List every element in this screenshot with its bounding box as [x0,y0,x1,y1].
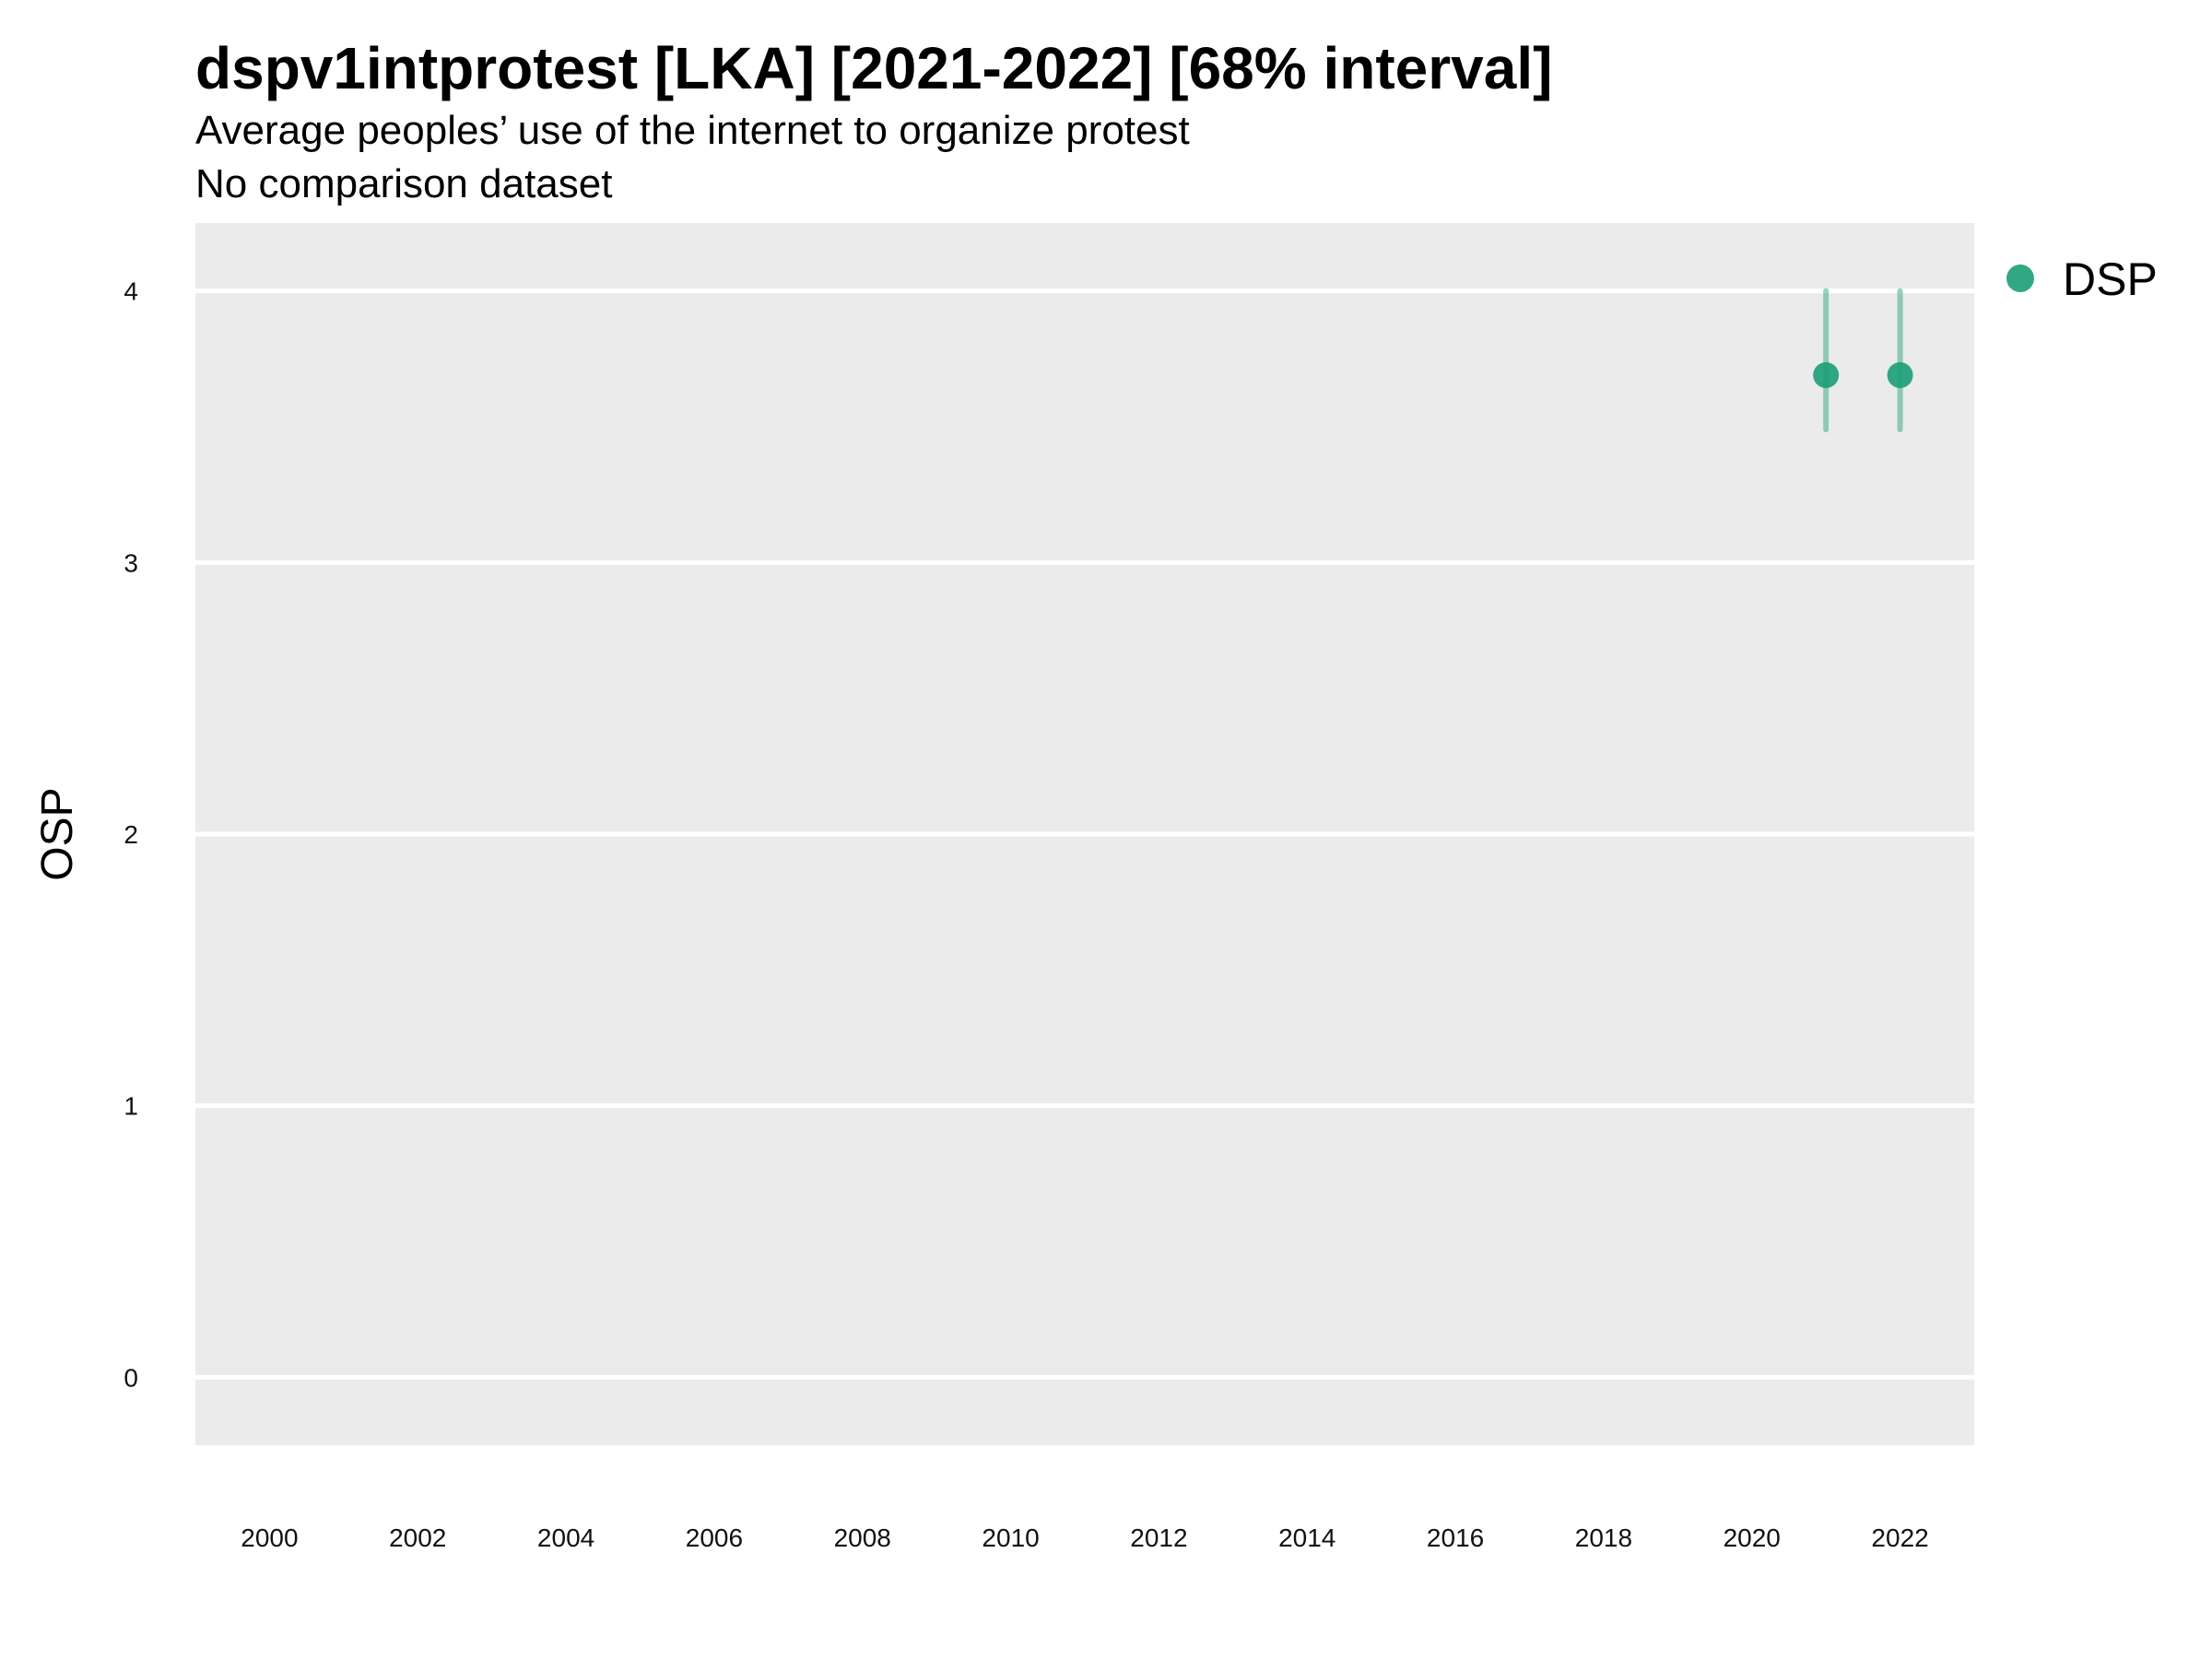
y-tick-label: 1 [124,1092,138,1121]
legend-label-dsp: DSP [2063,253,2158,305]
x-tick-label: 2006 [686,1524,743,1552]
y-axis-label: OSP [33,787,82,880]
x-tick-label: 2002 [389,1524,446,1552]
x-axis-ticks: 2000 2002 2004 2006 2008 2010 2012 2014 2016 2018… [241,1524,1928,1552]
y-tick-label: 4 [124,277,138,306]
chart-title: dspv1intprotest [LKA] [2021-2022] [68% i… [195,35,1552,101]
chart-subtitle-line-2: No comparison dataset [195,161,612,206]
series-marks [1813,288,1913,432]
grid-lines [195,288,1974,1380]
x-tick-label: 2000 [241,1524,298,1552]
y-tick-label: 3 [124,548,138,577]
chart-subtitle-line-1: Average peoples’ use of the internet to … [195,108,1190,153]
legend: DSP [2006,253,2158,305]
legend-key-dsp [2006,265,2034,292]
x-tick-label: 2022 [1871,1524,1928,1552]
x-tick-label: 2010 [982,1524,1039,1552]
data-point [1813,362,1840,389]
x-tick-label: 2008 [834,1524,891,1552]
x-tick-label: 2018 [1575,1524,1632,1552]
x-tick-label: 2014 [1278,1524,1335,1552]
y-tick-label: 2 [124,820,138,849]
data-point [1887,362,1913,389]
x-tick-label: 2016 [1427,1524,1484,1552]
y-tick-label: 0 [124,1363,138,1392]
y-axis-ticks: 0 1 2 3 4 [124,277,138,1393]
x-tick-label: 2020 [1724,1524,1781,1552]
x-tick-label: 2012 [1130,1524,1187,1552]
x-tick-label: 2004 [537,1524,594,1552]
